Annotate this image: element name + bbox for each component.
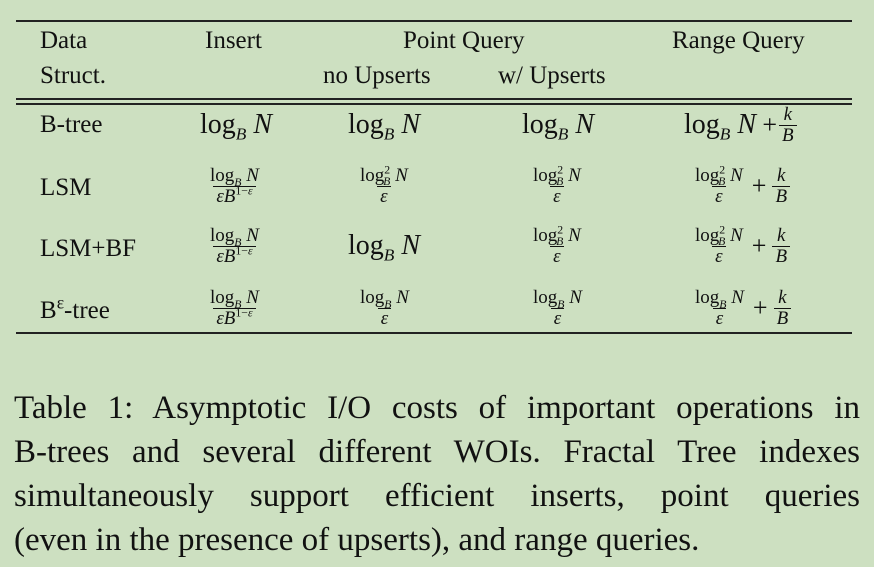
cell-btree-insert: logB N [200, 109, 273, 144]
caption-line-4: (even in the presence of upserts), and r… [14, 522, 700, 558]
table-caption: Table 1: Asymptotic I/O costs of importa… [14, 386, 860, 562]
row-name-lsm-bf: LSM+BF [40, 235, 137, 262]
caption-line-1: Table 1: Asymptotic I/O costs of importa… [14, 390, 860, 426]
header-no-upserts: no Upserts [323, 62, 431, 89]
row-name-btree: B-tree [40, 111, 103, 138]
caption-line-3: simultaneously support efficient inserts… [14, 478, 860, 514]
table-top-rule [16, 20, 852, 22]
table-bottom-rule [16, 332, 852, 334]
table-mid-rule-1 [16, 98, 852, 100]
header-insert: Insert [205, 27, 262, 54]
row-name-beps-sup: ε [56, 292, 65, 313]
row-name-beps-tree: Bε-tree [40, 294, 110, 324]
header-w-upserts: w/ Upserts [498, 62, 606, 89]
header-range-query: Range Query [672, 27, 805, 54]
cell-btree-point-no: logB N [348, 109, 421, 144]
caption-line-2: B-trees and several different WOIs. Frac… [14, 434, 860, 470]
header-data: Data [40, 27, 88, 54]
row-name-lsm: LSM [40, 174, 92, 201]
row-name-beps-rest: -tree [64, 297, 110, 324]
header-struct: Struct. [40, 62, 106, 89]
row-name-beps-base: B [40, 297, 57, 324]
cell-lsmbf-point-no: logB N [348, 230, 421, 265]
table-mid-rule-2 [16, 103, 852, 105]
cell-btree-point-w: logB N [522, 109, 595, 144]
header-point-query: Point Query [403, 27, 525, 54]
